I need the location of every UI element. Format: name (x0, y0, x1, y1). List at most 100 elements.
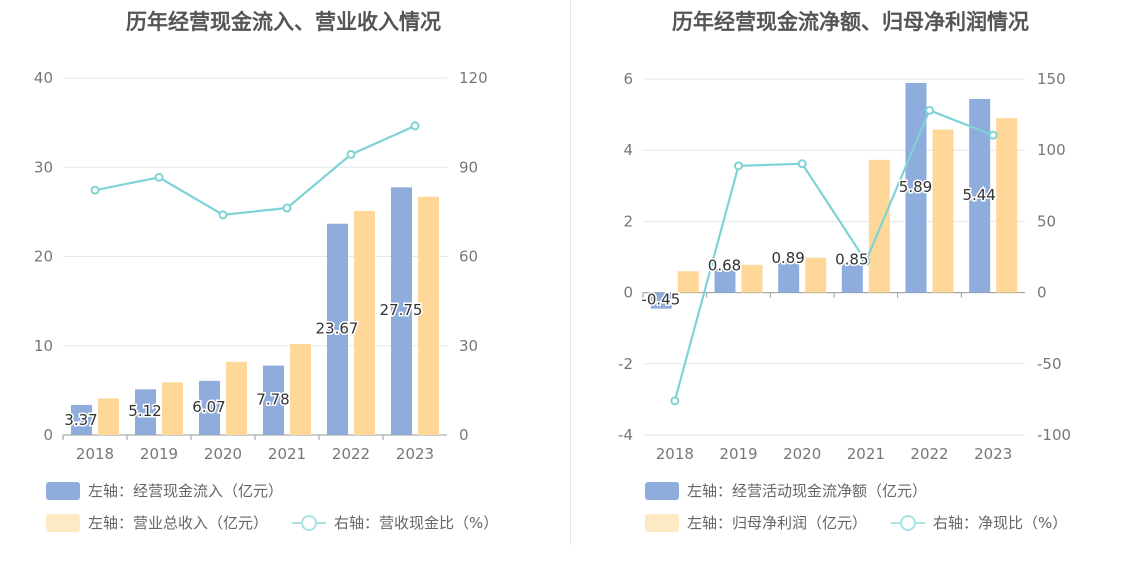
legend-label: 右轴：营收现金比（%） (334, 514, 499, 532)
y-axis-right-tick-label: 0 (459, 426, 469, 444)
data-label: 0.68 (708, 256, 741, 274)
chart-panel-cash-inflow: 历年经营现金流入、营业收入情况 0 10 20 30 40 0 30 60 90 120 2018 2… (34, 10, 498, 533)
x-axis-tick-label: 2021 (268, 445, 306, 463)
chart-plot-net-cash: -4 -2 0 2 4 6 -100 -50 0 50 100 150 2018 2019 2020 2021… (618, 70, 1071, 463)
x-axis-tick-label: 2019 (140, 445, 178, 463)
bar-2018-series-a (71, 404, 92, 435)
bar-2022-series-b (932, 129, 954, 293)
legend-line-marker-icon (292, 514, 326, 532)
x-axis-tick-label: 2022 (332, 445, 370, 463)
data-label: 0.89 (771, 249, 804, 267)
data-label: 5.89 (899, 178, 932, 196)
y-axis-left-tick-label: 10 (34, 337, 53, 355)
data-label: 27.75 (380, 301, 423, 319)
bar-2019-series-a (714, 268, 736, 293)
x-axis-tick-label: 2019 (719, 445, 757, 463)
chart-title: 历年经营现金流入、营业收入情况 (126, 10, 441, 34)
legend-item-cash-ratio[interactable]: 右轴：营收现金比（%） (292, 512, 498, 533)
line-point-2018 (90, 185, 100, 195)
y-axis-right-tick-label: 120 (459, 69, 488, 87)
legend-swatch-blue (645, 481, 679, 500)
bar-2020-series-a (199, 380, 220, 435)
x-axis-tick-label: 2023 (396, 445, 434, 463)
y-axis-left-tick-label: 0 (43, 426, 53, 444)
y-axis-right-tick-label: 150 (1037, 70, 1066, 88)
y-axis-left-tick-label: 6 (623, 70, 633, 88)
data-label: 0.85 (835, 250, 868, 268)
x-axis-tick-label: 2018 (656, 445, 694, 463)
legend-item-net-profit[interactable]: 左轴：归母净利润（亿元） (645, 512, 867, 533)
bar-2021-series-b (868, 159, 890, 293)
bar-2021-series-b (290, 343, 311, 435)
x-axis-tick-label: 2021 (847, 445, 885, 463)
bar-2022-series-a (327, 223, 348, 435)
bar-2022-series-a (905, 82, 927, 293)
y-axis-right-tick-label: 100 (1037, 141, 1066, 159)
data-label: 3.37 (64, 411, 97, 429)
legend-item-revenue[interactable]: 左轴：营业总收入（亿元） (46, 512, 268, 533)
y-axis-left-tick-label: -2 (618, 355, 633, 373)
legend-swatch-orange (645, 513, 679, 532)
line-point-2019 (734, 161, 743, 171)
line-series (673, 108, 994, 402)
y-axis-right-tick-label: -50 (1037, 355, 1062, 373)
chart-title: 历年经营现金流净额、归母净利润情况 (672, 10, 1029, 34)
legend-item-cash-inflow[interactable]: 左轴：经营现金流入（亿元） (46, 480, 283, 501)
bar-2020-series-a (778, 260, 800, 293)
line-point-2020 (797, 159, 807, 169)
bar-2020-series-b (226, 361, 247, 435)
data-label: -0.45 (641, 291, 680, 309)
bar-2020-series-b (805, 257, 827, 293)
bar-2018-series-b (98, 398, 119, 435)
legend-swatch-blue (46, 481, 80, 500)
bar-2021-series-a (263, 365, 284, 435)
x-axis-tick-label: 2022 (910, 445, 948, 463)
y-axis-right-tick-label: 50 (1037, 212, 1056, 230)
x-axis-tick-label: 2020 (204, 445, 242, 463)
line-point-2022 (346, 149, 356, 159)
legend-label: 左轴：归母净利润（亿元） (687, 514, 868, 532)
bar-2018-series-a (650, 292, 672, 309)
line-point-2021 (861, 256, 871, 266)
legend-label: 左轴：经营现金流入（亿元） (88, 482, 284, 500)
data-label: 5.12 (128, 402, 161, 420)
chart-panel-net-cash: 历年经营现金流净额、归母净利润情况 -4 -2 0 2 4 6 -100 -50 0 50 100 1… (567, 0, 1134, 582)
bar-2022-series-b (354, 210, 375, 435)
y-axis-left-tick-label: -4 (618, 426, 633, 444)
x-axis-tick-label: 2023 (974, 445, 1012, 463)
bar-2019-series-a (135, 389, 156, 435)
legend-label: 左轴：营业总收入（亿元） (88, 514, 269, 532)
data-label: 5.44 (962, 186, 995, 204)
y-axis-left-tick-label: 4 (623, 141, 633, 159)
legend-swatch-orange (46, 513, 80, 532)
y-axis-right-tick-label: 0 (1037, 284, 1047, 302)
bar-2023-series-a (391, 187, 412, 435)
line-point-2019 (154, 172, 164, 182)
line-point-2020 (218, 210, 228, 220)
line-point-2023 (988, 130, 998, 140)
legend-item-net-ratio[interactable]: 右轴：净现比（%） (891, 512, 1067, 533)
y-axis-right-tick-label: 90 (459, 158, 478, 176)
legend-item-net-cash[interactable]: 左轴：经营活动现金流净额（亿元） (645, 480, 927, 501)
panel-divider (570, 0, 571, 545)
y-axis-right-tick-label: 30 (459, 337, 478, 355)
x-axis-tick-label: 2020 (783, 445, 821, 463)
legend-label: 左轴：经营活动现金流净额（亿元） (687, 482, 928, 500)
y-axis-left-tick-label: 2 (623, 212, 633, 230)
y-axis-left-tick-label: 0 (623, 284, 633, 302)
line-point-2023 (410, 121, 420, 131)
bar-2019-series-b (741, 264, 763, 293)
data-label: 6.07 (192, 398, 225, 416)
data-label: 23.67 (316, 319, 359, 337)
line-series (94, 124, 416, 216)
line-point-2018 (670, 396, 680, 406)
bar-2021-series-a (841, 262, 863, 293)
legend-label: 右轴：净现比（%） (933, 514, 1068, 532)
bar-2019-series-b (162, 382, 183, 435)
y-axis-left-tick-label: 20 (34, 248, 53, 266)
x-axis-tick-label: 2018 (76, 445, 114, 463)
y-axis-right-tick-label: -100 (1037, 426, 1071, 444)
bar-2018-series-b (677, 271, 699, 293)
legend-line-marker-icon (891, 514, 925, 532)
y-axis-right-tick-label: 60 (459, 248, 478, 266)
